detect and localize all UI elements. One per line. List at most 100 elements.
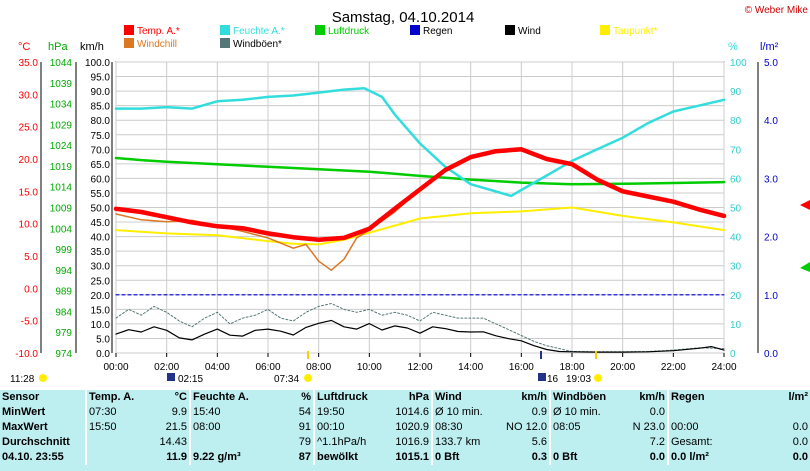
stats-cell: 04.10. 23:55 bbox=[0, 450, 86, 465]
kmh-tick: 40.0 bbox=[91, 233, 111, 244]
stats-cell: 0.0 bbox=[616, 450, 668, 465]
kmh-tick: 45.0 bbox=[91, 218, 111, 229]
hpa-tick: 1024 bbox=[50, 141, 73, 152]
stats-cell: km/h bbox=[639, 391, 665, 403]
stats-cell: 11.9 bbox=[138, 450, 190, 465]
kmh-tick: 80.0 bbox=[91, 116, 111, 127]
temp-tick: 35.0 bbox=[19, 58, 39, 69]
x-tick-label: 12:00 bbox=[407, 362, 432, 373]
hpa-tick: 1039 bbox=[50, 79, 73, 90]
x-tick-label: 04:00 bbox=[205, 362, 230, 373]
series-feuchte-a bbox=[114, 86, 726, 198]
pct-tick: 20 bbox=[730, 291, 742, 302]
x-tick-label: 24:00 bbox=[711, 362, 736, 373]
temp-tick: 0.0 bbox=[24, 284, 38, 295]
hpa-tick: 989 bbox=[55, 287, 72, 298]
temp-unit: °C bbox=[18, 41, 30, 53]
legend-label: Regen bbox=[423, 26, 452, 37]
legend-swatch bbox=[505, 25, 515, 35]
stats-cell: 19:50 bbox=[313, 405, 376, 420]
stats-cell: ^1.1hPa/h bbox=[313, 435, 376, 450]
stats-cell: 00:10 bbox=[313, 420, 376, 435]
stats-cell: 08:00 bbox=[189, 420, 262, 435]
stats-cell: 0 Bft bbox=[431, 450, 498, 465]
hpa-unit: hPa bbox=[48, 41, 68, 53]
stats-cell: 0.9 bbox=[531, 406, 547, 418]
pressure-trend-arrow bbox=[800, 262, 810, 272]
legend-label: Windböen* bbox=[233, 39, 282, 50]
legend-label: Windchill bbox=[137, 39, 177, 50]
pct-tick: 80 bbox=[730, 116, 742, 127]
stats-cell: Wind bbox=[431, 390, 498, 405]
lm2-tick: 0.0 bbox=[764, 349, 778, 360]
marker-label: 19:03 bbox=[566, 374, 591, 385]
marker-label: 16 bbox=[547, 374, 559, 385]
moon-icon bbox=[167, 373, 175, 381]
stats-cell: % bbox=[301, 391, 311, 403]
hpa-tick: 999 bbox=[55, 245, 72, 256]
legend-swatch bbox=[410, 25, 420, 35]
stats-cell: 15:50 bbox=[85, 420, 138, 435]
kmh-unit: km/h bbox=[80, 41, 104, 53]
legend-label: Temp. A.* bbox=[137, 26, 180, 37]
hpa-tick: 1029 bbox=[50, 120, 73, 131]
stats-cell: N 23.0 bbox=[632, 421, 665, 433]
stats-cell: 1020.9 bbox=[395, 421, 429, 433]
series-temp-a bbox=[113, 147, 727, 243]
temp-tick: -10.0 bbox=[15, 349, 38, 360]
stats-cell: bewölkt bbox=[313, 450, 376, 465]
pct-tick: 50 bbox=[730, 204, 742, 215]
stats-row: Durchschnitt 14.43 79 ^1.1hPa/h 1016.9 133.7 … bbox=[0, 435, 810, 450]
series-windb-en bbox=[115, 303, 725, 353]
stats-cell: 0.0 bbox=[649, 406, 665, 418]
stats-cell: 9.9 bbox=[171, 406, 187, 418]
stats-cell: 08:05 bbox=[549, 420, 616, 435]
legend-swatch bbox=[220, 25, 230, 35]
kmh-tick: 10.0 bbox=[91, 320, 111, 331]
kmh-tick: 95.0 bbox=[91, 73, 111, 84]
sun-moon-markers: 11:28 02:15 07:34 16 19:03 bbox=[10, 351, 602, 385]
stats-cell: 21.5 bbox=[165, 421, 187, 433]
legend-label: Taupunkt* bbox=[613, 26, 658, 37]
lm2-tick: 5.0 bbox=[764, 58, 778, 69]
pct-tick: 10 bbox=[730, 320, 742, 331]
stats-cell: 15:40 bbox=[189, 405, 262, 420]
pct-tick: 60 bbox=[730, 174, 742, 185]
x-tick-label: 06:00 bbox=[255, 362, 280, 373]
stats-table: Sensor Temp. A. °C Feuchte A.% Luftdruck hPa W… bbox=[0, 390, 810, 471]
marker-label: 11:28 bbox=[10, 374, 35, 385]
series-luftdruck bbox=[114, 156, 726, 186]
pct-tick: 100 bbox=[730, 58, 747, 69]
kmh-tick: 30.0 bbox=[91, 262, 111, 273]
stats-cell: 0.0 bbox=[792, 436, 808, 448]
hpa-tick: 1044 bbox=[50, 58, 73, 69]
stats-cell: 5.6 bbox=[531, 436, 547, 448]
legend-swatch bbox=[315, 25, 325, 35]
legend-swatch bbox=[220, 38, 230, 48]
pct-tick: 0 bbox=[730, 349, 736, 360]
temp-tick: 10.0 bbox=[19, 220, 39, 231]
kmh-tick: 0.0 bbox=[96, 349, 110, 360]
stats-cell: NO 12.0 bbox=[506, 421, 547, 433]
stats-cell: 7.2 bbox=[649, 436, 665, 448]
stats-cell: 91 bbox=[298, 421, 311, 433]
x-tick-label: 16:00 bbox=[509, 362, 534, 373]
x-tick-label: 22:00 bbox=[661, 362, 686, 373]
stats-cell: Ø 10 min. bbox=[431, 405, 498, 420]
stats-cell: 08:30 bbox=[431, 420, 498, 435]
stats-cell: l/m² bbox=[788, 391, 808, 403]
stats-cell bbox=[734, 405, 810, 420]
stats-cell: Gesamt: bbox=[667, 435, 734, 450]
stats-cell: 9.22 g/m³ bbox=[189, 450, 262, 465]
kmh-tick: 90.0 bbox=[91, 87, 111, 98]
stats-cell: 133.7 km bbox=[431, 435, 498, 450]
stats-cell: 1016.9 bbox=[395, 436, 429, 448]
temp-tick: 5.0 bbox=[24, 252, 38, 263]
moon-icon bbox=[538, 373, 546, 381]
series-group bbox=[113, 86, 727, 353]
hpa-tick: 979 bbox=[55, 328, 72, 339]
kmh-tick: 65.0 bbox=[91, 160, 111, 171]
stats-header-row: Sensor Temp. A. °C Feuchte A.% Luftdruck hPa W… bbox=[0, 390, 810, 405]
temp-tick: -5.0 bbox=[21, 317, 39, 328]
x-tick-label: 02:00 bbox=[154, 362, 179, 373]
